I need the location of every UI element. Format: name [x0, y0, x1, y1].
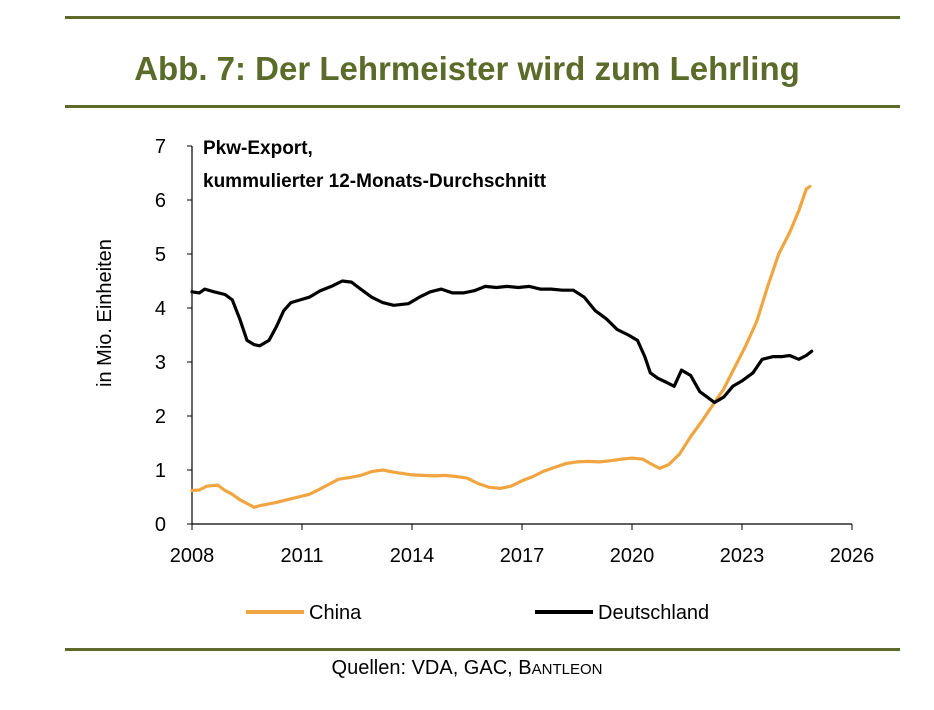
chart-title: Abb. 7: Der Lehrmeister wird zum Lehrlin…	[134, 50, 800, 87]
legend-label-deutschland: Deutschland	[598, 602, 709, 624]
source-note: Quellen: VDA, GAC, BANTLEON	[0, 657, 934, 680]
title-rule	[65, 105, 900, 108]
y-tick-label-7: 7	[155, 136, 166, 158]
x-tick-label-2008: 2008	[170, 545, 215, 567]
x-tick-label-2026: 2026	[830, 545, 875, 567]
x-tick-label-2017: 2017	[500, 545, 545, 567]
x-tick-label-2014: 2014	[390, 545, 435, 567]
source-brand-initial: B	[518, 657, 532, 679]
chart-annotation-line2: kummulierter 12-Monats-Durchschnitt	[203, 171, 547, 192]
legend-label-china: China	[309, 602, 362, 624]
line-chart: 0 1 2 3 4 5 6 7 2008 2011 2014 2017 2020 2023 2026 Pkw…	[94, 136, 874, 624]
top-rule	[65, 16, 900, 19]
x-tick-label-2011: 2011	[280, 545, 323, 567]
y-tick-label-4: 4	[155, 298, 166, 320]
y-tick-label-1: 1	[155, 460, 166, 482]
y-tick-label-5: 5	[155, 244, 166, 266]
series-line-china	[190, 184, 812, 509]
y-tick-label-6: 6	[155, 190, 166, 212]
chart-annotation-line1: Pkw-Export,	[203, 138, 313, 159]
y-tick-label-3: 3	[155, 352, 166, 374]
y-tick-label-2: 2	[155, 406, 166, 428]
source-prefix: Quellen: VDA, GAC,	[331, 657, 519, 679]
x-tick-label-2023: 2023	[720, 545, 765, 567]
y-tick-label-0: 0	[155, 514, 166, 536]
plot-area: 0 1 2 3 4 5 6 7 2008 2011 2014 2017 2020 2023 2026	[155, 136, 874, 567]
x-tick-label-2020: 2020	[610, 545, 655, 567]
y-axis-label: in Mio. Einheiten	[94, 239, 116, 387]
bottom-rule	[65, 648, 900, 651]
source-brand-rest: ANTLEON	[531, 661, 603, 678]
series-line-deutschland	[190, 279, 814, 405]
